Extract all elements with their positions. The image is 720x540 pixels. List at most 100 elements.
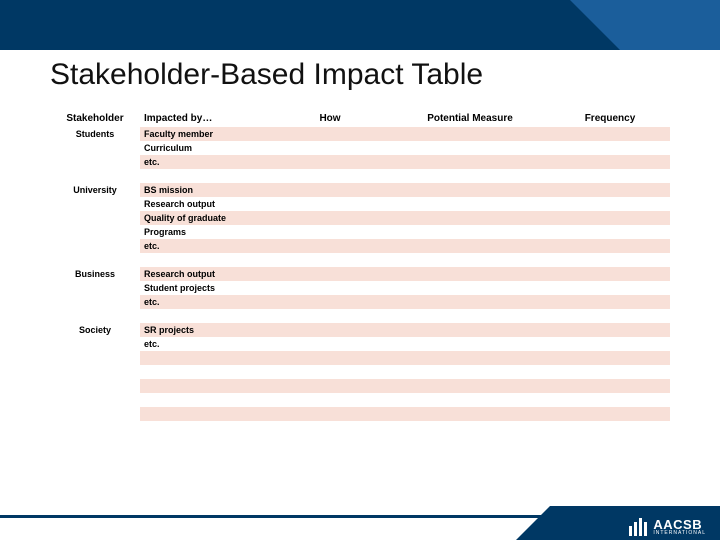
impact-table: Stakeholder Impacted by… How Potential M… [50, 110, 670, 421]
col-header-impacted: Impacted by… [140, 110, 270, 127]
cell-measure [390, 323, 550, 337]
col-header-frequency: Frequency [550, 110, 670, 127]
cell-impacted [140, 379, 270, 393]
cell-how [270, 337, 390, 351]
cell-measure [390, 337, 550, 351]
logo-pillars-icon [629, 518, 647, 536]
cell-measure [390, 141, 550, 155]
cell-stakeholder: Society [50, 323, 140, 337]
cell-how [270, 239, 390, 253]
cell-frequency [550, 267, 670, 281]
cell-stakeholder [50, 295, 140, 309]
cell-impacted: Quality of graduate [140, 211, 270, 225]
logo-pillar [629, 526, 632, 536]
cell-frequency [550, 141, 670, 155]
cell-frequency [550, 169, 670, 183]
cell-stakeholder [50, 281, 140, 295]
cell-how [270, 365, 390, 379]
cell-measure [390, 281, 550, 295]
cell-measure [390, 309, 550, 323]
cell-impacted [140, 365, 270, 379]
cell-stakeholder [50, 211, 140, 225]
cell-measure [390, 267, 550, 281]
cell-impacted: etc. [140, 155, 270, 169]
table-row: SocietySR projects [50, 323, 670, 337]
aacsb-logo: AACSB INTERNATIONAL [629, 518, 706, 536]
cell-measure [390, 393, 550, 407]
cell-measure [390, 127, 550, 141]
cell-how [270, 225, 390, 239]
cell-impacted [140, 253, 270, 267]
cell-stakeholder [50, 225, 140, 239]
cell-frequency [550, 281, 670, 295]
table-row [50, 253, 670, 267]
cell-impacted: etc. [140, 295, 270, 309]
logo-sub: INTERNATIONAL [653, 531, 706, 536]
cell-frequency [550, 239, 670, 253]
cell-measure [390, 407, 550, 421]
cell-measure [390, 169, 550, 183]
cell-stakeholder [50, 351, 140, 365]
cell-frequency [550, 351, 670, 365]
cell-how [270, 197, 390, 211]
cell-frequency [550, 295, 670, 309]
cell-stakeholder [50, 141, 140, 155]
cell-stakeholder [50, 253, 140, 267]
cell-measure [390, 239, 550, 253]
cell-frequency [550, 197, 670, 211]
cell-frequency [550, 155, 670, 169]
cell-impacted [140, 169, 270, 183]
cell-how [270, 407, 390, 421]
cell-stakeholder [50, 393, 140, 407]
cell-frequency [550, 127, 670, 141]
cell-measure [390, 351, 550, 365]
cell-stakeholder [50, 197, 140, 211]
cell-stakeholder: Students [50, 127, 140, 141]
cell-measure [390, 295, 550, 309]
cell-stakeholder [50, 379, 140, 393]
table-row [50, 407, 670, 421]
table-row: Curriculum [50, 141, 670, 155]
table-row [50, 169, 670, 183]
table-row: UniversityBS mission [50, 183, 670, 197]
cell-measure [390, 253, 550, 267]
cell-how [270, 267, 390, 281]
cell-frequency [550, 309, 670, 323]
table-row: Research output [50, 197, 670, 211]
cell-measure [390, 365, 550, 379]
cell-impacted [140, 393, 270, 407]
table-body: StudentsFaculty memberCurriculumetc.Univ… [50, 127, 670, 421]
cell-impacted: Programs [140, 225, 270, 239]
cell-how [270, 211, 390, 225]
cell-impacted: SR projects [140, 323, 270, 337]
table-row [50, 393, 670, 407]
cell-how [270, 141, 390, 155]
cell-how [270, 295, 390, 309]
cell-how [270, 183, 390, 197]
cell-impacted: BS mission [140, 183, 270, 197]
cell-measure [390, 211, 550, 225]
cell-how [270, 309, 390, 323]
cell-stakeholder [50, 365, 140, 379]
col-header-measure: Potential Measure [390, 110, 550, 127]
table-row: Student projects [50, 281, 670, 295]
col-header-stakeholder: Stakeholder [50, 110, 140, 127]
cell-frequency [550, 365, 670, 379]
table-row [50, 379, 670, 393]
cell-impacted: Research output [140, 197, 270, 211]
table-row [50, 365, 670, 379]
cell-measure [390, 197, 550, 211]
cell-frequency [550, 323, 670, 337]
cell-frequency [550, 337, 670, 351]
top-accent-stripe [590, 0, 720, 12]
cell-impacted [140, 351, 270, 365]
cell-stakeholder: University [50, 183, 140, 197]
table-row: etc. [50, 239, 670, 253]
cell-stakeholder [50, 239, 140, 253]
logo-pillar [634, 522, 637, 536]
cell-impacted: etc. [140, 337, 270, 351]
table-row [50, 309, 670, 323]
logo-pillar [639, 518, 642, 536]
cell-measure [390, 155, 550, 169]
cell-how [270, 393, 390, 407]
